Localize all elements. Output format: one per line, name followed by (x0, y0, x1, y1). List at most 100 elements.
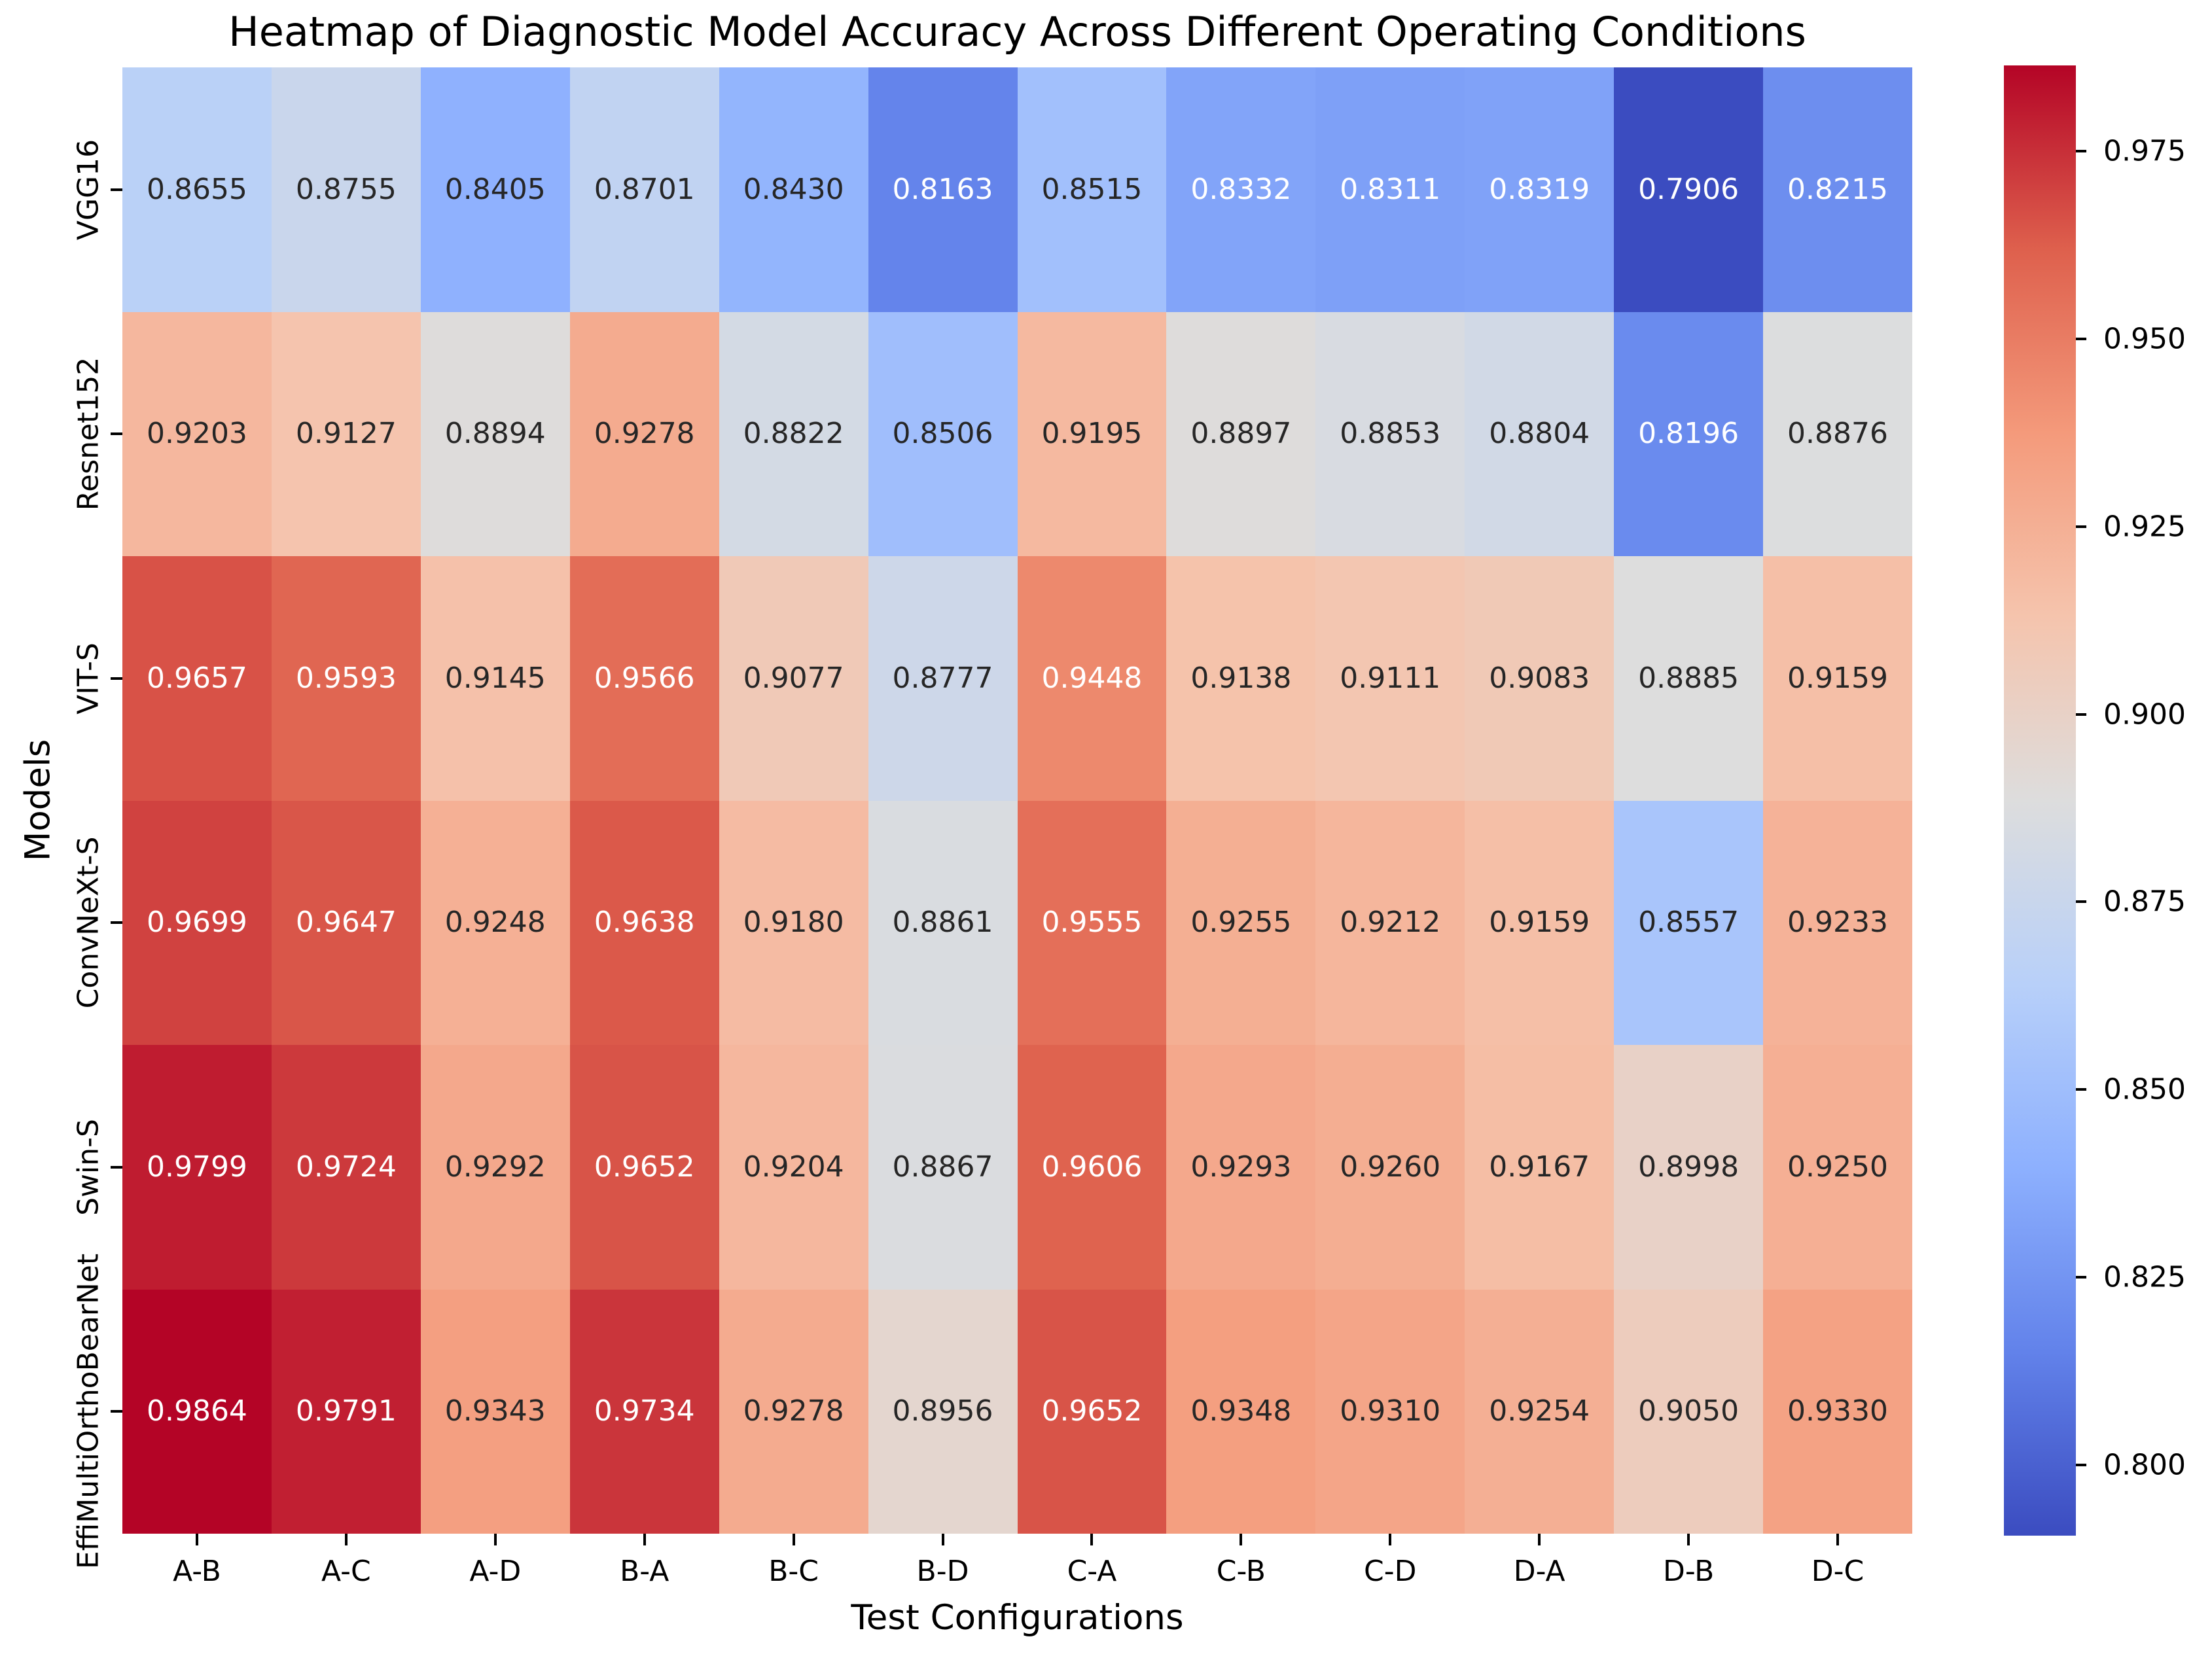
heatmap-cell: 0.9606 (1017, 1045, 1167, 1290)
tick-mark (2076, 1088, 2086, 1091)
tick-mark (792, 1534, 795, 1545)
heatmap-cell: 0.9111 (1315, 556, 1465, 801)
heatmap-cell: 0.8956 (868, 1289, 1018, 1534)
colorbar-tick-label: 0.850 (2103, 1072, 2186, 1106)
heatmap-cell: 0.9083 (1465, 556, 1614, 801)
heatmap-cell: 0.8430 (719, 67, 868, 312)
heatmap-cell: 0.9638 (569, 800, 719, 1045)
y-axis-title: Models (18, 739, 58, 862)
heatmap-cell: 0.8822 (719, 311, 868, 556)
heatmap-cell: 0.7906 (1614, 67, 1764, 312)
heatmap-cell: 0.9248 (420, 800, 570, 1045)
tick-mark (1090, 1534, 1094, 1545)
x-tick-label: B-D (916, 1555, 969, 1588)
heatmap-cell: 0.8867 (868, 1045, 1018, 1290)
tick-mark (2076, 1276, 2086, 1279)
heatmap-cell: 0.9647 (271, 800, 421, 1045)
heatmap-cell: 0.9212 (1315, 800, 1465, 1045)
heatmap-cell: 0.8876 (1763, 311, 1912, 556)
heatmap-cell: 0.8755 (271, 67, 421, 312)
heatmap-cell: 0.9330 (1763, 1289, 1912, 1534)
heatmap-cell: 0.9050 (1614, 1289, 1764, 1534)
heatmap-cell: 0.9204 (719, 1045, 868, 1290)
heatmap-cell: 0.9566 (569, 556, 719, 801)
heatmap-cell: 0.8998 (1614, 1045, 1764, 1290)
heatmap-cell: 0.9145 (420, 556, 570, 801)
colorbar-tick-label: 0.950 (2103, 322, 2186, 356)
heatmap-cell: 0.9127 (271, 311, 421, 556)
heatmap-cell: 0.8319 (1465, 67, 1614, 312)
heatmap-cell: 0.9180 (719, 800, 868, 1045)
colorbar (2004, 65, 2076, 1536)
colorbar-tick-label: 0.825 (2103, 1260, 2186, 1294)
x-tick-label: B-A (620, 1555, 669, 1588)
heatmap-cell: 0.8804 (1465, 311, 1614, 556)
colorbar-tick-label: 0.800 (2103, 1448, 2186, 1482)
x-tick-label: D-C (1811, 1555, 1864, 1588)
chart-title: Heatmap of Diagnostic Model Accuracy Acr… (228, 8, 1806, 56)
x-tick-label: D-A (1513, 1555, 1565, 1588)
heatmap-cell: 0.9255 (1166, 800, 1316, 1045)
heatmap-cell: 0.8885 (1614, 556, 1764, 801)
tick-mark (941, 1534, 944, 1545)
heatmap-grid: 0.8655 0.8755 0.8405 0.8701 0.8430 0.8163 0.85… (122, 67, 1912, 1534)
y-tick-label: VIT-S (71, 642, 105, 714)
heatmap-cell: 0.9652 (1017, 1289, 1167, 1534)
tick-mark (2076, 1464, 2086, 1467)
heatmap-cell: 0.8196 (1614, 311, 1764, 556)
heatmap-cell: 0.8515 (1017, 67, 1167, 312)
heatmap-cell: 0.8853 (1315, 311, 1465, 556)
x-tick-label: C-A (1067, 1555, 1117, 1588)
x-tick-label: D-B (1662, 1555, 1715, 1588)
tick-mark (1538, 1534, 1541, 1545)
tick-mark (2076, 900, 2086, 904)
tick-mark (2076, 713, 2086, 716)
tick-mark (111, 188, 122, 191)
x-tick-label: A-B (173, 1555, 221, 1588)
tick-mark (111, 1165, 122, 1169)
y-tick-label: EffiMultiOrthoBearNet (71, 1254, 105, 1570)
colorbar-tick-label: 0.900 (2103, 697, 2186, 732)
tick-mark (111, 432, 122, 436)
y-tick-label: ConvNeXt-S (71, 836, 105, 1009)
tick-mark (1836, 1534, 1840, 1545)
heatmap-cell: 0.9278 (719, 1289, 868, 1534)
heatmap-cell: 0.8311 (1315, 67, 1465, 312)
heatmap-cell: 0.9699 (122, 800, 272, 1045)
tick-mark (493, 1534, 497, 1545)
heatmap-cell: 0.9734 (569, 1289, 719, 1534)
y-tick-label: VGG16 (71, 139, 105, 240)
heatmap-cell: 0.9310 (1315, 1289, 1465, 1534)
heatmap-cell: 0.9233 (1763, 800, 1912, 1045)
x-tick-label: C-B (1216, 1555, 1266, 1588)
heatmap-cell: 0.9593 (271, 556, 421, 801)
heatmap-cell: 0.9077 (719, 556, 868, 801)
heatmap-cell: 0.9293 (1166, 1045, 1316, 1290)
tick-mark (1240, 1534, 1243, 1545)
heatmap-cell: 0.8861 (868, 800, 1018, 1045)
heatmap-cell: 0.9791 (271, 1289, 421, 1534)
y-tick-label: Swin-S (71, 1118, 105, 1216)
tick-mark (2076, 337, 2086, 340)
tick-mark (195, 1534, 198, 1545)
tick-mark (111, 921, 122, 925)
heatmap-cell: 0.8405 (420, 67, 570, 312)
x-tick-label: A-C (321, 1555, 371, 1588)
heatmap-cell: 0.9657 (122, 556, 272, 801)
colorbar-tick-label: 0.875 (2103, 885, 2186, 919)
heatmap-cell: 0.9724 (271, 1045, 421, 1290)
x-tick-label: A-D (469, 1555, 522, 1588)
heatmap-cell: 0.8777 (868, 556, 1018, 801)
tick-mark (643, 1534, 646, 1545)
heatmap-cell: 0.9292 (420, 1045, 570, 1290)
heatmap-cell: 0.9260 (1315, 1045, 1465, 1290)
heatmap-cell: 0.9343 (420, 1289, 570, 1534)
heatmap-cell: 0.8215 (1763, 67, 1912, 312)
tick-mark (2076, 525, 2086, 528)
heatmap-cell: 0.9278 (569, 311, 719, 556)
heatmap-cell: 0.9159 (1465, 800, 1614, 1045)
tick-mark (1687, 1534, 1690, 1545)
heatmap-cell: 0.9348 (1166, 1289, 1316, 1534)
tick-mark (2076, 149, 2086, 152)
